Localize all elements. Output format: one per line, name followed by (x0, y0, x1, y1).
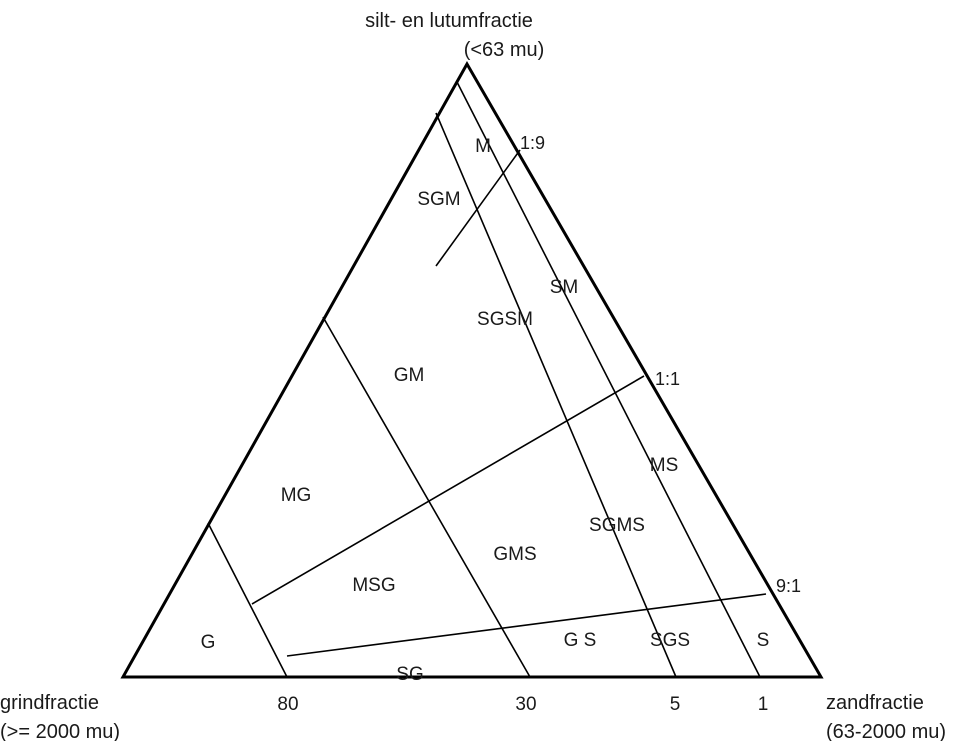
gravel-tick-80: 80 (277, 694, 298, 715)
vertex-bottom-left-range: (>= 2000 mu) (0, 721, 120, 741)
region-SG: SG (396, 664, 423, 685)
region-SGSM: SGSM (477, 309, 533, 330)
gravel-tick-30: 30 (515, 694, 536, 715)
region-S: S (757, 630, 770, 651)
region-G: G (201, 632, 216, 653)
region-GMS: GMS (493, 544, 536, 565)
boundary-gravel-80 (207, 522, 288, 678)
region-M: M (475, 136, 491, 157)
boundary-gravel-30 (322, 316, 531, 678)
region-MS: MS (650, 455, 679, 476)
vertex-bottom-right-name: zandfractie (826, 692, 924, 714)
region-GM: GM (394, 365, 425, 386)
outer-triangle (120, 60, 824, 679)
vertex-bottom-right-range: (63-2000 mu) (826, 721, 946, 741)
ratio-label-1-9: 1:9 (520, 133, 545, 153)
region-MSG: MSG (352, 575, 395, 596)
boundary-gravel-5 (435, 112, 677, 678)
gravel-tick-1: 1 (758, 694, 769, 715)
vertex-top-name: silt- en lutumfractie (365, 10, 533, 32)
ratio-line-1-9 (435, 149, 521, 267)
vertex-bottom-left-name: grindfractie (0, 692, 99, 714)
ratio-line-9-1 (286, 593, 767, 657)
region-SGM: SGM (417, 189, 460, 210)
ratio-label-9-1: 9:1 (776, 576, 801, 596)
boundary-gravel-1 (456, 81, 761, 678)
region-SGMS: SGMS (589, 515, 645, 536)
region-SM: SM (550, 277, 579, 298)
region-G-S: G S (564, 630, 597, 651)
region-MG: MG (281, 485, 312, 506)
ratio-label-1-1: 1:1 (655, 369, 680, 389)
region-SGS: SGS (650, 630, 690, 651)
ratio-line-1-1 (251, 375, 645, 605)
gravel-tick-5: 5 (670, 694, 681, 715)
vertex-top-range: (<63 mu) (464, 39, 545, 61)
